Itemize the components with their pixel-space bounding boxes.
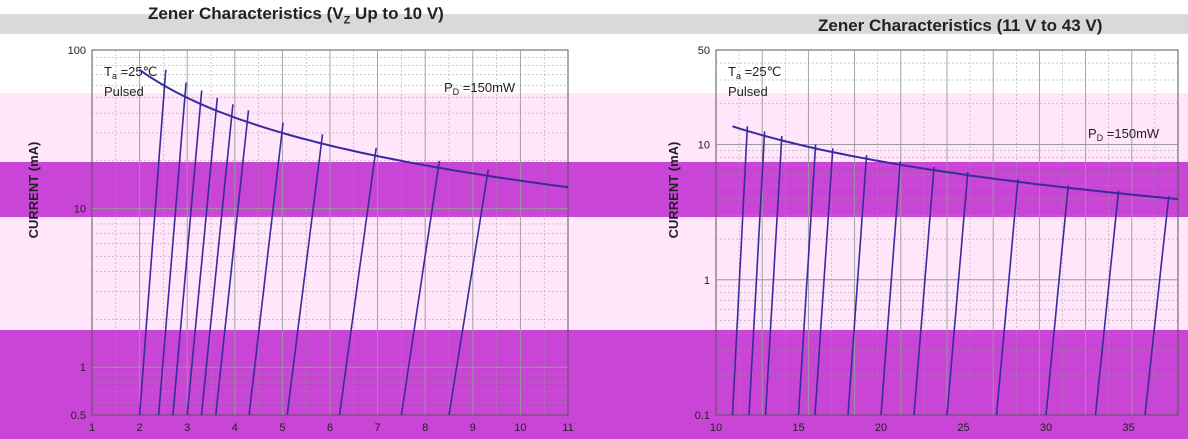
zener-curve [200, 104, 234, 416]
chart-title-left: Zener Characteristics (VZ Up to 10 V) [148, 4, 444, 26]
background-band [0, 162, 1188, 217]
chart-title-subscript: Z [343, 14, 351, 27]
y-axis-label: CURRENT (mA) [26, 142, 41, 239]
x-tick-label: 4 [232, 422, 238, 434]
chart-title-text: Zener Characteristics (V [148, 4, 344, 23]
y-tick-label: 0.1 [695, 410, 710, 422]
zener-curve [248, 122, 284, 416]
zener-curve [748, 131, 766, 416]
power-limit-curve [732, 125, 1179, 201]
zener-curve [797, 144, 817, 416]
zener-curve [215, 110, 250, 416]
y-tick-label: 0.5 [71, 410, 86, 422]
annotation-pd: PD =150mW [1088, 126, 1160, 143]
zener-curve [814, 148, 834, 416]
zener-curve [764, 136, 783, 416]
zener-curve [1144, 195, 1170, 416]
x-tick-label: 9 [470, 422, 476, 434]
y-tick-label: 100 [68, 45, 86, 57]
x-tick-label: 15 [792, 422, 804, 434]
y-tick-label: 50 [698, 45, 710, 57]
zener-curve [286, 134, 324, 416]
annotation-pulsed: Pulsed [728, 84, 768, 99]
annotation-ta: Ta =25℃ [104, 64, 157, 81]
x-tick-label: 20 [875, 422, 887, 434]
background-band [0, 217, 1188, 330]
x-tick-label: 8 [422, 422, 428, 434]
zener-curve [1045, 185, 1070, 416]
zener-curve [138, 69, 167, 416]
x-tick-label: 30 [1040, 422, 1052, 434]
x-tick-label: 7 [375, 422, 381, 434]
x-tick-label: 5 [279, 422, 285, 434]
x-tick-label: 10 [514, 422, 526, 434]
zener-curve [731, 126, 749, 416]
x-tick-label: 10 [710, 422, 722, 434]
zener-curve [448, 169, 490, 416]
annotation-pulsed: Pulsed [104, 84, 144, 99]
power-limit-curve [139, 68, 569, 189]
y-axis-label: CURRENT (mA) [666, 142, 681, 239]
x-tick-label: 1 [89, 422, 95, 434]
annotation-pd: PD =150mW [444, 80, 516, 97]
y-tick-label: 10 [74, 204, 86, 216]
x-tick-label: 6 [327, 422, 333, 434]
zener-curve [995, 178, 1019, 416]
zener-curve [847, 155, 868, 416]
zener-curve [338, 147, 377, 416]
chart-title-text: Zener Characteristics (11 V to 43 V) [818, 16, 1103, 35]
y-tick-label: 10 [698, 140, 710, 152]
x-tick-label: 11 [562, 422, 573, 434]
zener-curve [157, 82, 187, 416]
background-band [0, 330, 1188, 439]
zener-curve [186, 97, 219, 416]
background-band [0, 14, 1188, 34]
annotation-ta: Ta =25℃ [728, 64, 781, 81]
zener-curve [946, 172, 969, 416]
y-tick-label: 1 [80, 362, 86, 374]
y-tick-label: 1 [704, 275, 710, 287]
zener-curve [913, 166, 935, 416]
chart-title-text-rest: Up to 10 V) [350, 4, 444, 23]
x-tick-label: 25 [957, 422, 969, 434]
x-tick-label: 2 [137, 422, 143, 434]
zener-curve [880, 161, 902, 416]
x-tick-label: 3 [184, 422, 190, 434]
x-tick-label: 35 [1122, 422, 1134, 434]
zener-curve [400, 160, 441, 416]
zener-curve [172, 90, 203, 416]
chart-title-right: Zener Characteristics (11 V to 43 V) [818, 16, 1102, 36]
zener-curve [1094, 190, 1120, 416]
